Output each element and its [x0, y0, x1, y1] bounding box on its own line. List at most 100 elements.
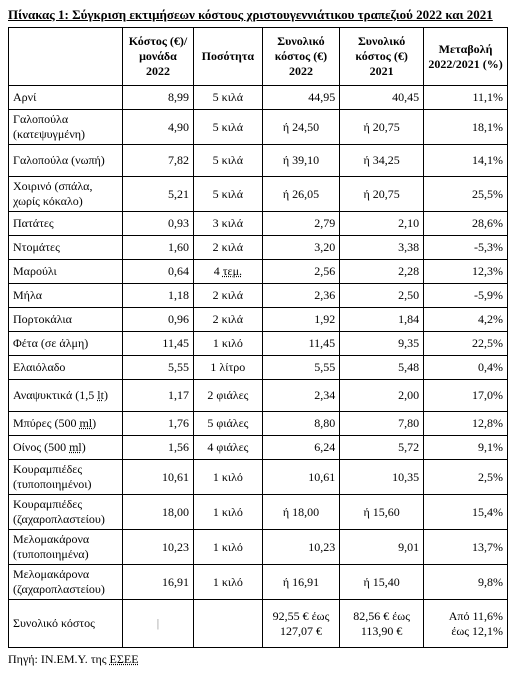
- change-cell: -5,3%: [424, 236, 508, 260]
- quantity-cell: 2 φιάλες: [193, 380, 262, 412]
- total-2021-cell: 9,01: [340, 530, 424, 565]
- quantity-cell: 2 κιλά: [193, 236, 262, 260]
- unit-cost-cell: 18,00: [122, 495, 193, 530]
- change-cell: 9,8%: [424, 565, 508, 600]
- total-2021-cell: 7,80: [340, 412, 424, 436]
- total-2021-cell: 3,38: [340, 236, 424, 260]
- total-2022-cell: 10,61: [262, 460, 339, 495]
- unit-cost-cell: 16,91: [122, 565, 193, 600]
- quantity-cell: 1 λίτρο: [193, 356, 262, 380]
- table-row: Μελομακάρονα (ζαχαροπλαστείου)16,911 κιλ…: [9, 565, 508, 600]
- table-row: Αρνί8,995 κιλά44,9540,4511,1%: [9, 86, 508, 110]
- th-total21: Συνολικό κόστος (€) 2021: [340, 28, 424, 86]
- item-cell: Κουραμπιέδες (ζαχαροπλαστείου): [9, 495, 123, 530]
- unit-cost-cell: 10,61: [122, 460, 193, 495]
- th-qty: Ποσότητα: [193, 28, 262, 86]
- unit-cost-cell: 8,99: [122, 86, 193, 110]
- total-row: Συνολικό κόστος|92,55 € έως 127,07 €82,5…: [9, 600, 508, 648]
- unit-cost-cell: 1,18: [122, 284, 193, 308]
- total-2022-cell: 2,36: [262, 284, 339, 308]
- total-2022-cell: 44,95: [262, 86, 339, 110]
- total-2022-cell: 6,24: [262, 436, 339, 460]
- change-cell: 14,1%: [424, 145, 508, 177]
- total-2021-cell: 2,00: [340, 380, 424, 412]
- total-2022-cell: 10,23: [262, 530, 339, 565]
- table-row: Φέτα (σε άλμη)11,451 κιλό11,459,3522,5%: [9, 332, 508, 356]
- total-2022-cell: ή 16,91: [262, 565, 339, 600]
- item-cell: Αναψυκτικά (1,5 lt): [9, 380, 123, 412]
- total-unit-cell: |: [122, 600, 193, 648]
- change-cell: -5,9%: [424, 284, 508, 308]
- quantity-cell: 5 φιάλες: [193, 412, 262, 436]
- quantity-cell: 5 κιλά: [193, 177, 262, 212]
- item-cell: Μελομακάρονα (τυποποιημένα): [9, 530, 123, 565]
- item-text: Μπύρες (500: [13, 416, 79, 430]
- unit-cost-cell: 0,93: [122, 212, 193, 236]
- change-cell: 0,4%: [424, 356, 508, 380]
- table-row: Ντομάτες1,602 κιλά3,203,38-5,3%: [9, 236, 508, 260]
- item-unit-abbr: lt: [97, 388, 104, 402]
- change-cell: 28,6%: [424, 212, 508, 236]
- total-2021-cell: 40,45: [340, 86, 424, 110]
- unit-cost-cell: 0,64: [122, 260, 193, 284]
- table-row: Χοιρινό (σπάλα, χωρίς κόκαλο)5,215 κιλάή…: [9, 177, 508, 212]
- total-2021-cell: 10,35: [340, 460, 424, 495]
- unit-cost-cell: 1,60: [122, 236, 193, 260]
- qty-text: 4: [214, 264, 223, 278]
- quantity-cell: 1 κιλό: [193, 565, 262, 600]
- table-row: Μαρούλι0,644 τεμ.2,562,2812,3%: [9, 260, 508, 284]
- unit-cost-cell: 1,76: [122, 412, 193, 436]
- th-total22: Συνολικό κόστος (€) 2022: [262, 28, 339, 86]
- source-text: Πηγή: ΙΝ.ΕΜ.Υ. της: [8, 652, 110, 666]
- quantity-cell: 1 κιλό: [193, 495, 262, 530]
- change-cell: 12,3%: [424, 260, 508, 284]
- quantity-cell: 1 κιλό: [193, 460, 262, 495]
- total-2021-cell: 1,84: [340, 308, 424, 332]
- item-cell: Οίνος (500 ml): [9, 436, 123, 460]
- change-cell: 25,5%: [424, 177, 508, 212]
- th-unit: Κόστος (€)/ μονάδα 2022: [122, 28, 193, 86]
- total-2021-cell: ή 34,25: [340, 145, 424, 177]
- quantity-cell: 2 κιλά: [193, 284, 262, 308]
- change-cell: 2,5%: [424, 460, 508, 495]
- total-change-cell: Από 11,6% έως 12,1%: [424, 600, 508, 648]
- table-row: Πορτοκάλια0,962 κιλά1,921,844,2%: [9, 308, 508, 332]
- total-2021-cell: 2,50: [340, 284, 424, 308]
- total-2022-cell: 3,20: [262, 236, 339, 260]
- item-text: ): [82, 440, 86, 454]
- unit-cost-cell: 1,17: [122, 380, 193, 412]
- total-2022-cell: 2,56: [262, 260, 339, 284]
- item-text: ): [104, 388, 108, 402]
- unit-cost-cell: 1,56: [122, 436, 193, 460]
- total-2021-cell: 2,10: [340, 212, 424, 236]
- item-text: Οίνος (500: [13, 440, 69, 454]
- total-2021-cell: ή 20,75: [340, 177, 424, 212]
- item-text: ): [92, 416, 96, 430]
- unit-cost-cell: 11,45: [122, 332, 193, 356]
- total-2021-cell: 2,28: [340, 260, 424, 284]
- total-2022-cell: ή 24,50: [262, 110, 339, 145]
- change-cell: 9,1%: [424, 436, 508, 460]
- unit-cost-cell: 10,23: [122, 530, 193, 565]
- item-cell: Πορτοκάλια: [9, 308, 123, 332]
- change-cell: 22,5%: [424, 332, 508, 356]
- total-2021-cell: 5,48: [340, 356, 424, 380]
- item-cell: Χοιρινό (σπάλα, χωρίς κόκαλο): [9, 177, 123, 212]
- quantity-cell: 2 κιλά: [193, 308, 262, 332]
- item-text: Αναψυκτικά (1,5: [13, 388, 97, 402]
- quantity-cell: 4 τεμ.: [193, 260, 262, 284]
- unit-cost-cell: 7,82: [122, 145, 193, 177]
- change-cell: 17,0%: [424, 380, 508, 412]
- item-cell: Γαλοπούλα (κατεψυγμένη): [9, 110, 123, 145]
- table-row: Γαλοπούλα (κατεψυγμένη)4,905 κιλάή 24,50…: [9, 110, 508, 145]
- total-2021-cell: ή 15,60: [340, 495, 424, 530]
- item-unit-abbr: ml: [79, 416, 92, 430]
- th-item: [9, 28, 123, 86]
- total-qty-cell: [193, 600, 262, 648]
- item-cell: Φέτα (σε άλμη): [9, 332, 123, 356]
- item-cell: Κουραμπιέδες (τυποποιημένοι): [9, 460, 123, 495]
- source-note: Πηγή: ΙΝ.ΕΜ.Υ. της ΕΣΕΕ: [8, 648, 508, 667]
- table-row: Μήλα1,182 κιλά2,362,50-5,9%: [9, 284, 508, 308]
- item-unit-abbr: ml: [69, 440, 82, 454]
- total-2021-cell: 82,56 € έως 113,90 €: [340, 600, 424, 648]
